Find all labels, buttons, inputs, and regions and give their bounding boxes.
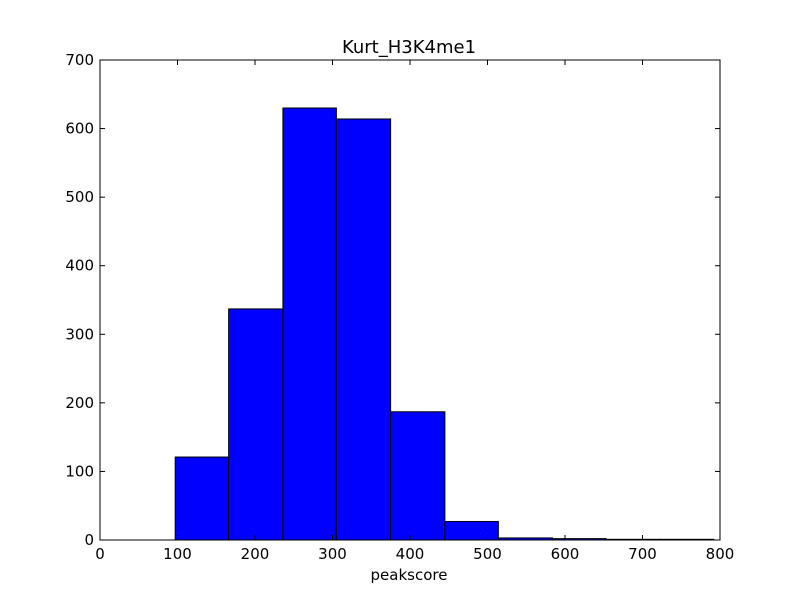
x-tick-label: 100 — [163, 545, 192, 563]
ticks-layer: 0 100 200 300 400 500 600 700 800 0 100 200 300 400 50… — [65, 51, 734, 563]
x-tick-label: 400 — [396, 545, 425, 563]
x-tick-label: 300 — [318, 545, 347, 563]
histogram-bar-6 — [444, 520, 499, 541]
histogram-bar-1 — [174, 456, 230, 541]
x-tick-label: 0 — [95, 545, 105, 563]
histogram-bar-4 — [335, 118, 392, 541]
y-tick-label: 700 — [65, 51, 94, 69]
y-tick-label: 200 — [65, 394, 94, 412]
x-axis-title: peakscore — [371, 566, 448, 584]
x-tick-label: 500 — [473, 545, 502, 563]
bars-layer — [174, 107, 715, 541]
x-tick-label: 700 — [628, 545, 657, 563]
y-tick-label: 100 — [65, 462, 94, 480]
y-tick-label: 0 — [84, 531, 94, 549]
histogram-bar-3 — [282, 107, 337, 541]
chart-title: Kurt_H3K4me1 — [342, 37, 476, 58]
histogram-bar-2 — [228, 308, 284, 541]
x-tick-label: 200 — [241, 545, 270, 563]
y-tick-label: 300 — [65, 325, 94, 343]
y-tick-label: 600 — [65, 120, 94, 138]
x-tick-label: 800 — [706, 545, 735, 563]
y-tick-label: 400 — [65, 257, 94, 275]
y-tick-label: 500 — [65, 188, 94, 206]
histogram-bar-5 — [390, 411, 446, 541]
x-tick-label: 600 — [551, 545, 580, 563]
